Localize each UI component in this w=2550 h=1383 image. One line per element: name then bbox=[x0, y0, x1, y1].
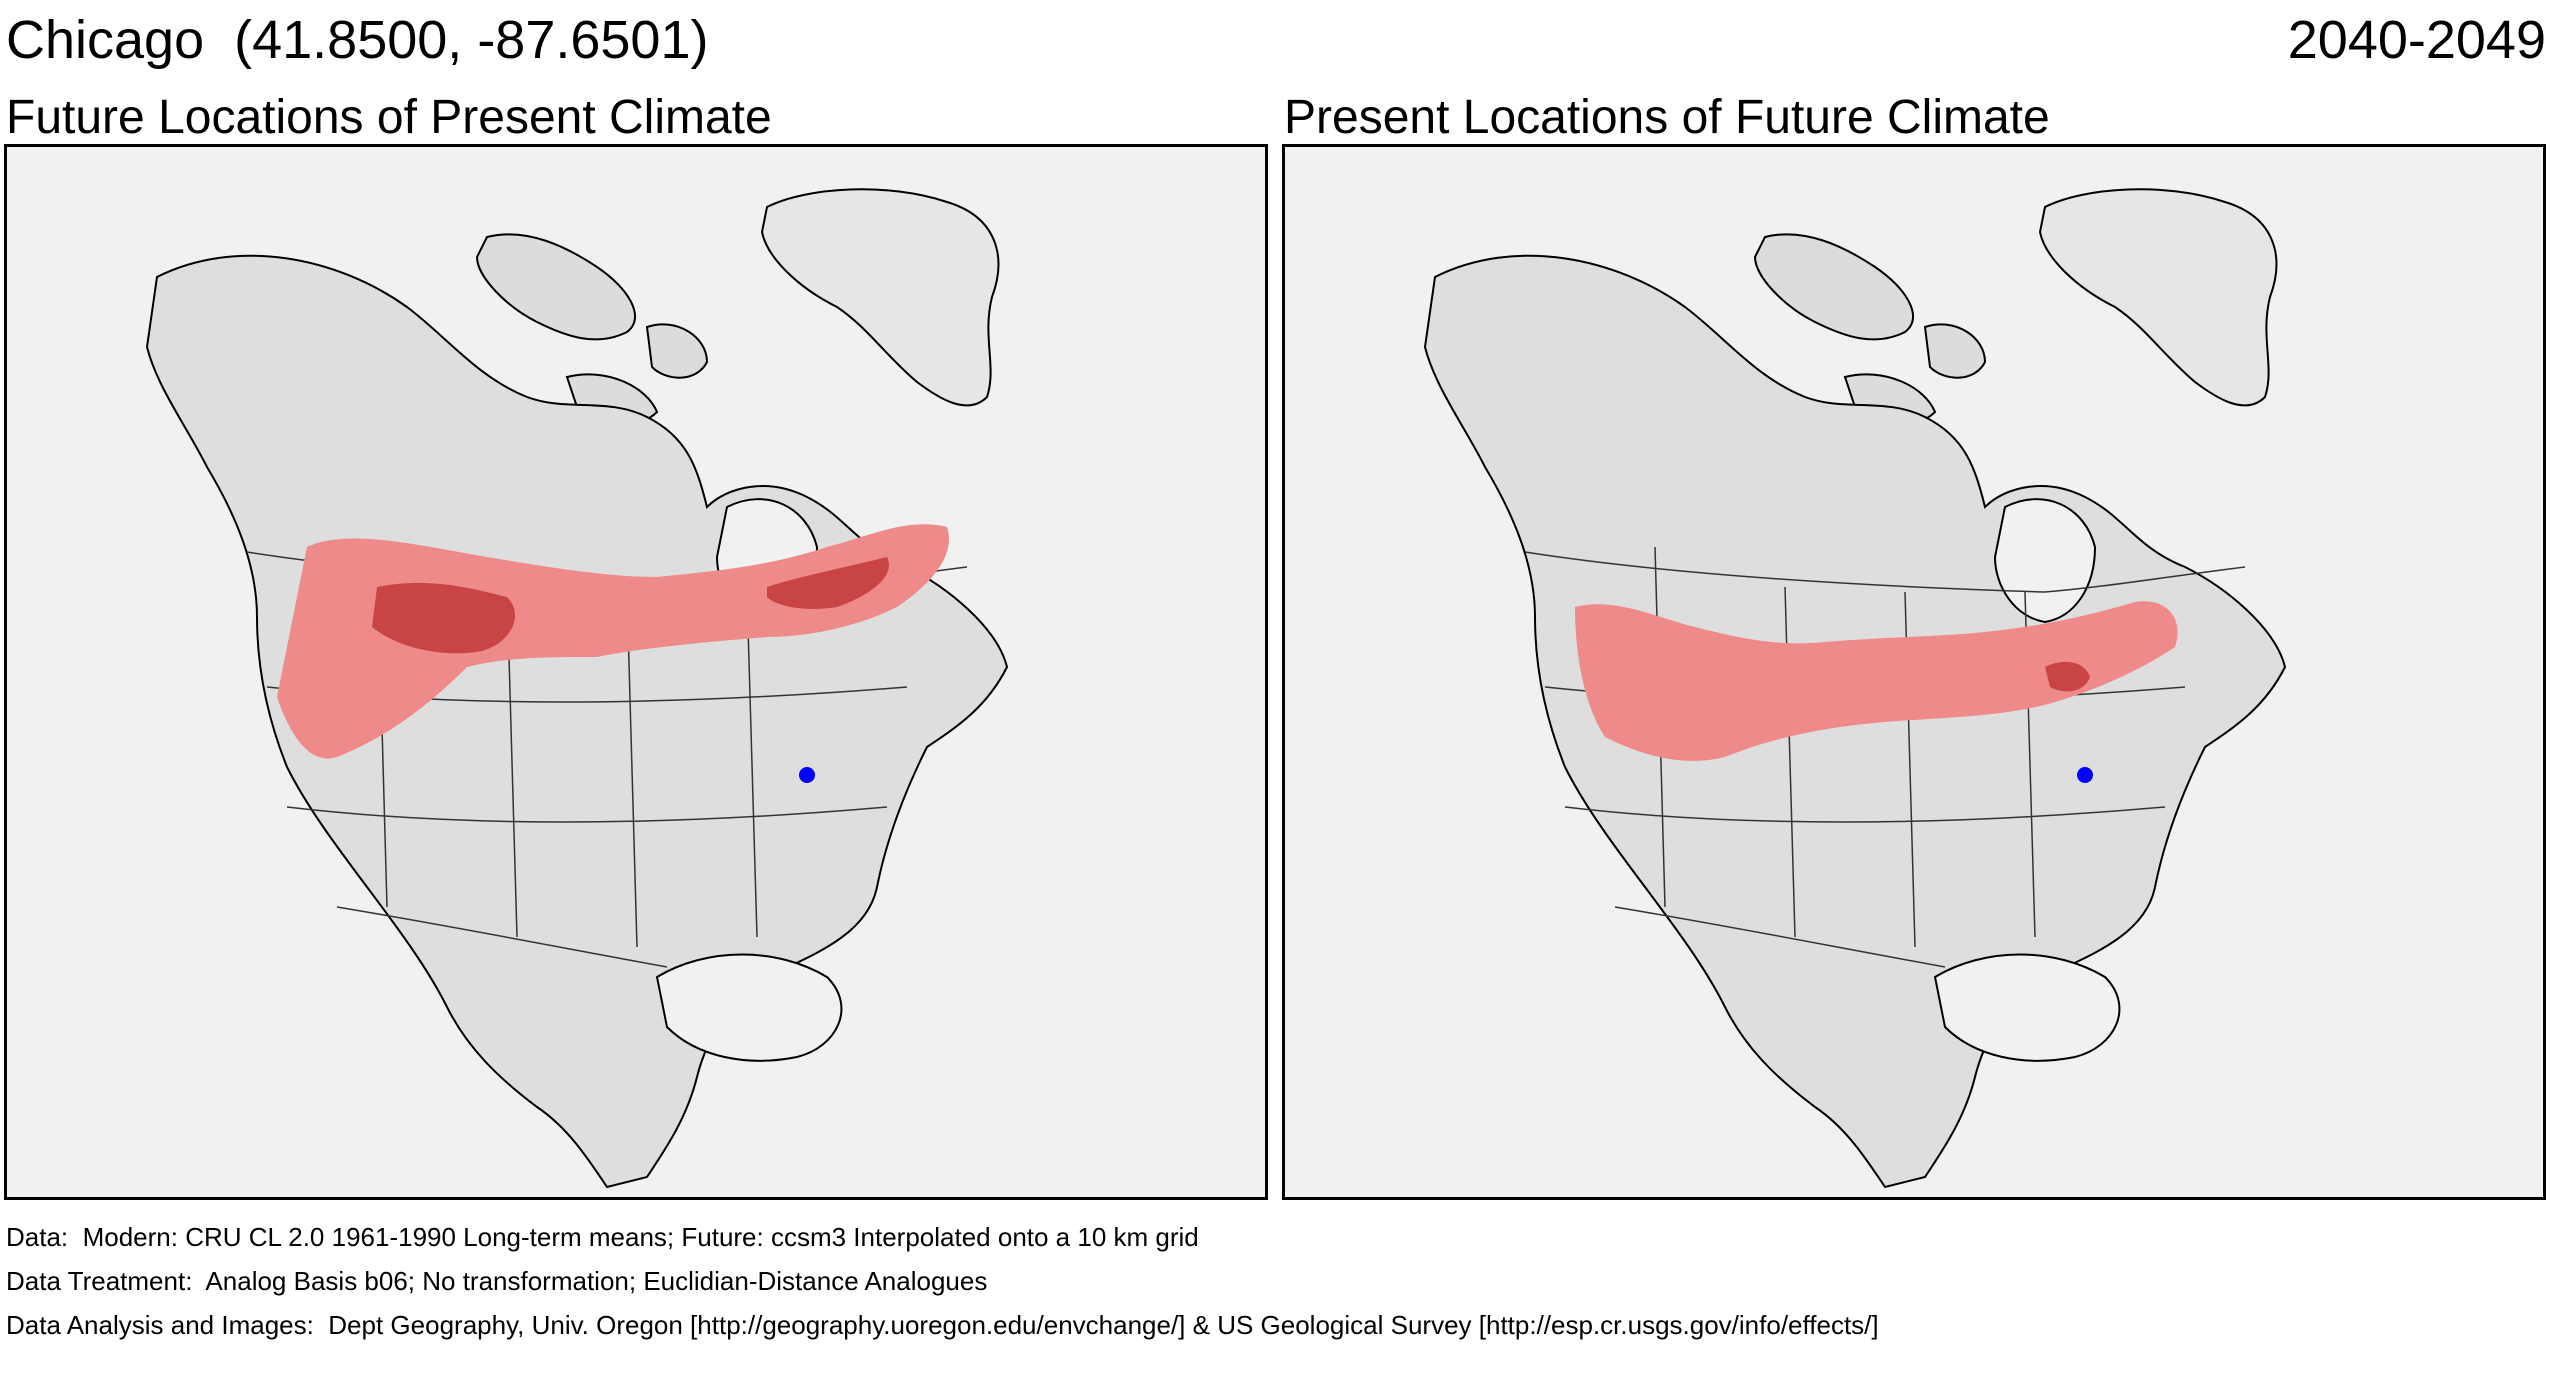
left-panel-title: Future Locations of Present Climate bbox=[6, 91, 772, 144]
north-america-map bbox=[145, 188, 1009, 1189]
location-title: Chicago (41.8500, -87.6501) bbox=[6, 10, 709, 70]
right-panel-title: Present Locations of Future Climate bbox=[1284, 91, 2050, 144]
gulf-of-mexico bbox=[655, 953, 843, 1062]
footer-data-analysis: Data Analysis and Images: Dept Geography… bbox=[6, 1310, 1879, 1340]
site-marker-chicago bbox=[2077, 767, 2093, 783]
map-present-locations-of-future-climate bbox=[1282, 144, 2546, 1200]
footer-data-source: Data: Modern: CRU CL 2.0 1961-1990 Long-… bbox=[6, 1222, 1199, 1252]
analog-region-dark bbox=[2045, 661, 2090, 692]
site-marker-chicago bbox=[799, 767, 815, 783]
greenland-landmass bbox=[760, 188, 1000, 407]
footer-data-treatment: Data Treatment: Analog Basis b06; No tra… bbox=[6, 1266, 988, 1296]
analog-region-dark bbox=[372, 557, 889, 654]
greenland-landmass bbox=[2038, 188, 2278, 407]
gulf-of-mexico bbox=[1933, 953, 2121, 1062]
analog-region-light bbox=[1575, 601, 2178, 761]
continent-landmass bbox=[145, 254, 1009, 1189]
map-future-locations-of-present-climate bbox=[4, 144, 1268, 1200]
north-america-map bbox=[1423, 188, 2287, 1189]
time-period-label: 2040-2049 bbox=[2287, 10, 2546, 70]
